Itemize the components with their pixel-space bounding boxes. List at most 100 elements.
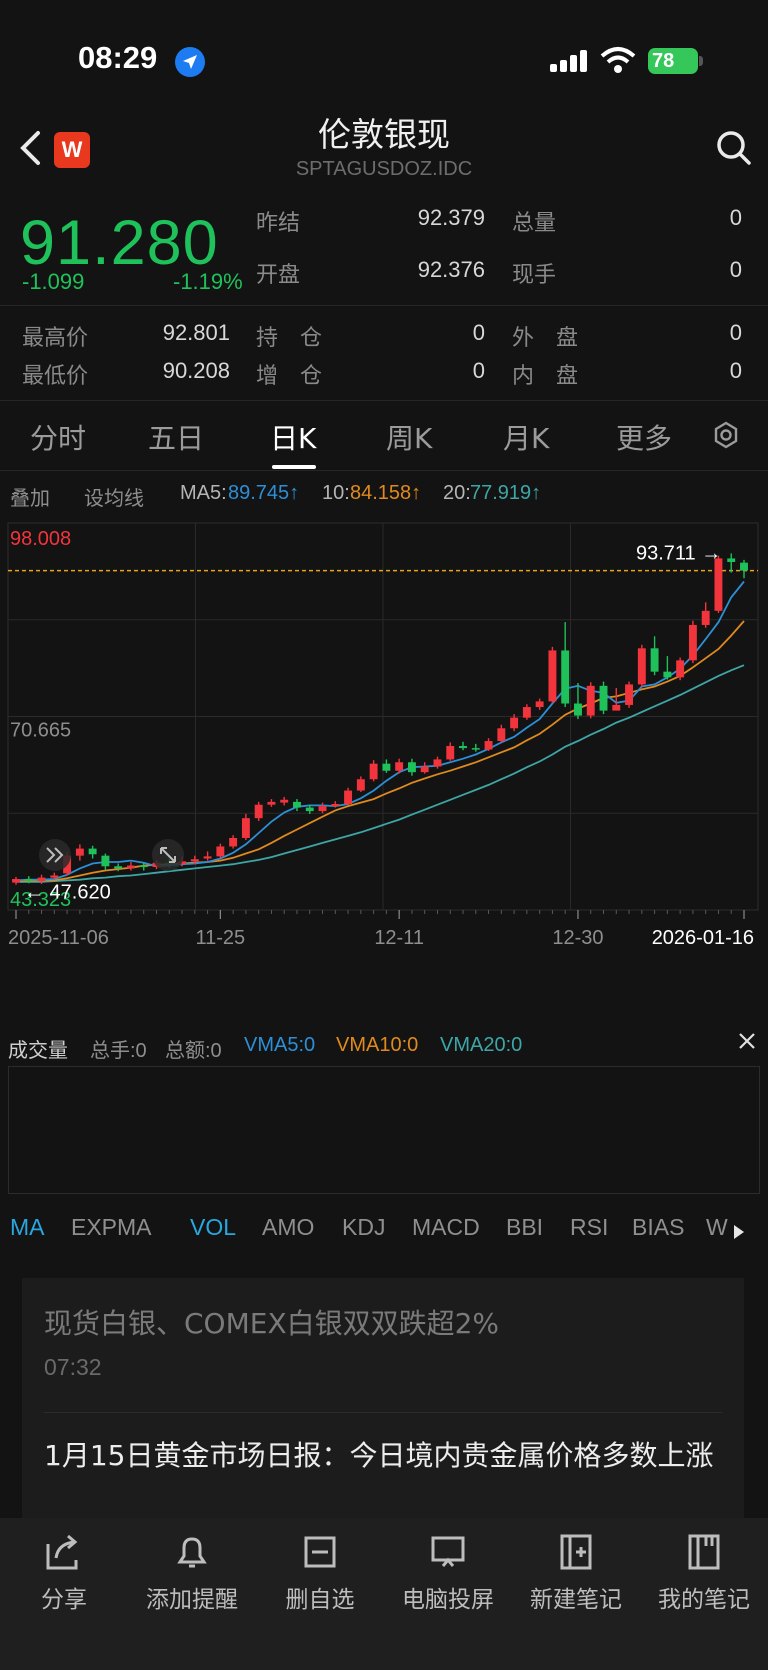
ma-legend: 叠加 设均线 MA5: 89.745↑ 10: 84.158↑ 20: 77.9… — [0, 480, 768, 510]
nav-header: 伦敦银现 SPTAGUSDOZ.IDC — [0, 100, 768, 190]
indicator-tabs: MA EXPMA VOL AMO KDJ MACD BBI RSI BIAS W — [0, 1210, 768, 1250]
scroll-right-icon[interactable] — [732, 1220, 746, 1247]
candle-body — [88, 848, 97, 855]
news-item-title[interactable]: 现货白银、COMEX白银双双跌超2% — [44, 1307, 500, 1340]
indicator-ma[interactable]: MA — [10, 1214, 45, 1240]
field-label: 现手 — [512, 263, 557, 288]
tab-five-day[interactable]: 五日 — [148, 422, 205, 455]
monitor-icon — [431, 1536, 465, 1567]
volume-chart — [8, 1066, 760, 1194]
ma10-value: 84.158↑ — [350, 482, 422, 504]
double-chevron-icon — [46, 847, 64, 863]
share-label: 分享 — [41, 1587, 87, 1613]
kline-svg[interactable]: 98.008 70.665 43.323 93.711 → ← 47.620 2025-1… — [0, 515, 768, 1015]
overlay-button[interactable]: 叠加 — [10, 488, 50, 510]
indicator-amo[interactable]: AMO — [262, 1214, 315, 1240]
candle-body — [12, 879, 20, 883]
remove-watchlist-label: 删自选 — [285, 1587, 355, 1613]
price-change: -1.099 — [22, 269, 85, 294]
volume-total-hands: 总手:0 — [90, 1040, 147, 1062]
divider — [44, 1412, 722, 1413]
set-ma-button[interactable]: 设均线 — [84, 488, 144, 510]
screen-cast-button[interactable]: 电脑投屏 — [384, 1530, 512, 1614]
field-value: 92.379 — [417, 205, 485, 230]
my-notes-button[interactable]: 我的笔记 — [640, 1530, 768, 1614]
kline-chart[interactable]: 98.008 70.665 43.323 93.711 → ← 47.620 2025-1… — [0, 515, 768, 1015]
indicator-expma[interactable]: EXPMA — [71, 1214, 152, 1240]
candle-body — [344, 790, 353, 805]
bottom-toolbar: 分享 添加提醒 删自选 电脑投屏 新建笔记 我的笔记 — [0, 1518, 768, 1670]
add-alert-button[interactable]: 添加提醒 — [128, 1530, 256, 1614]
tab-daily-k[interactable]: 日K — [270, 422, 317, 455]
candle-body — [293, 801, 301, 808]
new-note-button[interactable]: 新建笔记 — [512, 1530, 640, 1614]
wifi-icon — [600, 46, 636, 78]
indicator-vol[interactable]: VOL — [190, 1214, 237, 1240]
candle-body — [382, 763, 391, 771]
candle-body — [561, 650, 570, 704]
price-change-percent: -1.19% — [173, 269, 243, 294]
divider — [0, 400, 768, 401]
field-label: 开盘 — [256, 263, 301, 288]
candle-body — [446, 745, 455, 760]
page-title: 伦敦银现 — [318, 115, 450, 154]
tab-intraday[interactable]: 分时 — [30, 422, 87, 455]
candle-body — [75, 848, 84, 856]
candle-body — [484, 741, 493, 750]
volume-title: 成交量 — [8, 1040, 68, 1062]
y-axis-mid-label: 70.665 — [10, 720, 71, 742]
news-item-time: 07:32 — [44, 1354, 102, 1380]
x-axis-label: 11-25 — [196, 927, 246, 949]
x-axis-label: 2025-11-06 — [8, 927, 109, 949]
remove-watchlist-button[interactable]: 删自选 — [256, 1530, 384, 1614]
x-axis-label: 12-30 — [552, 927, 603, 949]
field-value: 90.208 — [162, 358, 230, 383]
share-button[interactable]: 分享 — [0, 1530, 128, 1614]
ma20-value: 77.919↑ — [470, 482, 542, 504]
add-alert-label: 添加提醒 — [146, 1587, 238, 1613]
indicator-kdj[interactable]: KDJ — [342, 1214, 386, 1240]
candle-body — [497, 728, 506, 742]
x-axis-label: 12-11 — [374, 927, 424, 949]
y-axis-max-label: 98.008 — [10, 528, 71, 550]
candle-body — [241, 818, 250, 838]
candle-body — [574, 703, 582, 716]
candle-body — [676, 660, 685, 678]
search-icon[interactable] — [716, 130, 752, 170]
field-label: 最高价 — [22, 326, 89, 351]
chart-settings-icon[interactable] — [712, 421, 740, 453]
status-time: 08:29 — [78, 40, 158, 75]
candle-body — [254, 804, 263, 819]
indicator-w[interactable]: W — [706, 1214, 728, 1240]
candle-body — [178, 861, 186, 865]
y-axis-min-label: 43.323 — [10, 889, 71, 911]
candle-body — [267, 801, 276, 805]
candle-body — [216, 846, 225, 857]
candle-body — [50, 875, 59, 878]
field-label: 内 盘 — [512, 364, 579, 389]
news-item-title[interactable]: 1月15日黄金市场日报：今日境内贵金属价格多数上涨 — [44, 1439, 714, 1472]
battery-icon — [699, 56, 703, 66]
ma20-label: 20: — [443, 482, 471, 504]
field-value: 0 — [472, 358, 485, 383]
close-icon[interactable] — [738, 1032, 756, 1056]
candle-body — [688, 624, 697, 661]
candle-body — [229, 837, 238, 847]
volume-legend: 成交量 总手:0 总额:0 VMA5:0 VMA10:0 VMA20:0 — [0, 1032, 768, 1062]
battery-level: 78 — [648, 48, 698, 74]
back-icon[interactable] — [18, 130, 42, 170]
indicator-macd[interactable]: MACD — [412, 1214, 480, 1240]
candle-body — [625, 684, 634, 705]
indicator-bias[interactable]: BIAS — [632, 1214, 685, 1240]
candle-body — [535, 701, 544, 708]
ma20-line — [16, 664, 745, 883]
candle-body — [369, 763, 378, 780]
tab-monthly-k[interactable]: 月K — [503, 422, 550, 455]
candle-body — [420, 766, 429, 773]
indicator-rsi[interactable]: RSI — [570, 1214, 609, 1240]
minus-square-icon — [304, 1536, 336, 1568]
tab-more[interactable]: 更多 — [616, 422, 673, 455]
indicator-bbi[interactable]: BBI — [506, 1214, 544, 1240]
candle-body — [139, 865, 148, 868]
tab-weekly-k[interactable]: 周K — [386, 422, 433, 455]
